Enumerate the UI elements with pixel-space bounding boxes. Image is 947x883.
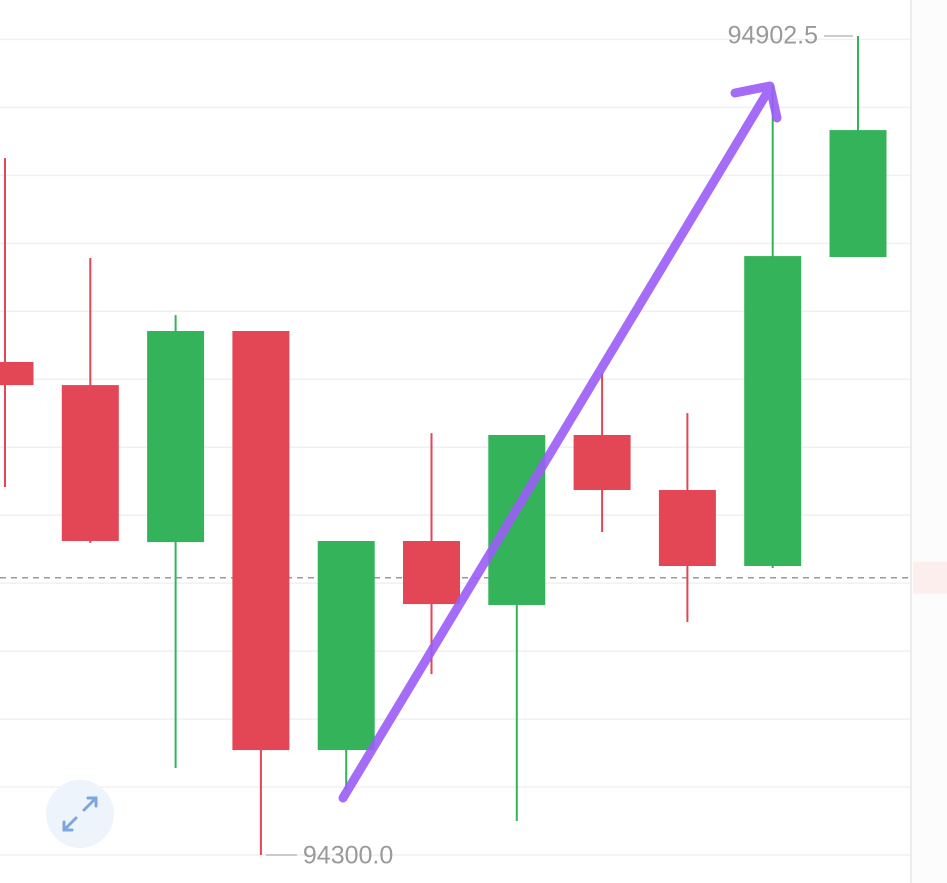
candle-body: [744, 256, 802, 567]
candle-body: [403, 541, 460, 605]
arrow-head: [730, 81, 782, 123]
candle-body: [658, 490, 716, 567]
annotations: 94902.5 94300.0: [265, 22, 853, 870]
min-label: 94300.0: [303, 842, 393, 870]
grid: [0, 38, 947, 856]
arrow-shaft: [338, 83, 775, 803]
last-price-tag: [913, 561, 947, 594]
candle-body: [573, 434, 631, 491]
candle-body: [829, 130, 887, 258]
candle-body: [232, 330, 290, 751]
candle-body: [61, 385, 119, 542]
expand-icon[interactable]: [62, 796, 98, 832]
price-axis-panel: [911, 0, 947, 883]
expand-button[interactable]: [46, 780, 114, 848]
trend-arrow: [338, 81, 782, 803]
candle-body: [488, 434, 546, 606]
candle-body: [0, 361, 34, 386]
expand-button-bg[interactable]: [46, 780, 114, 848]
candles: [0, 36, 887, 855]
candle-body: [147, 330, 205, 543]
candle-body: [317, 541, 375, 751]
max-label: 94902.5: [728, 22, 818, 50]
